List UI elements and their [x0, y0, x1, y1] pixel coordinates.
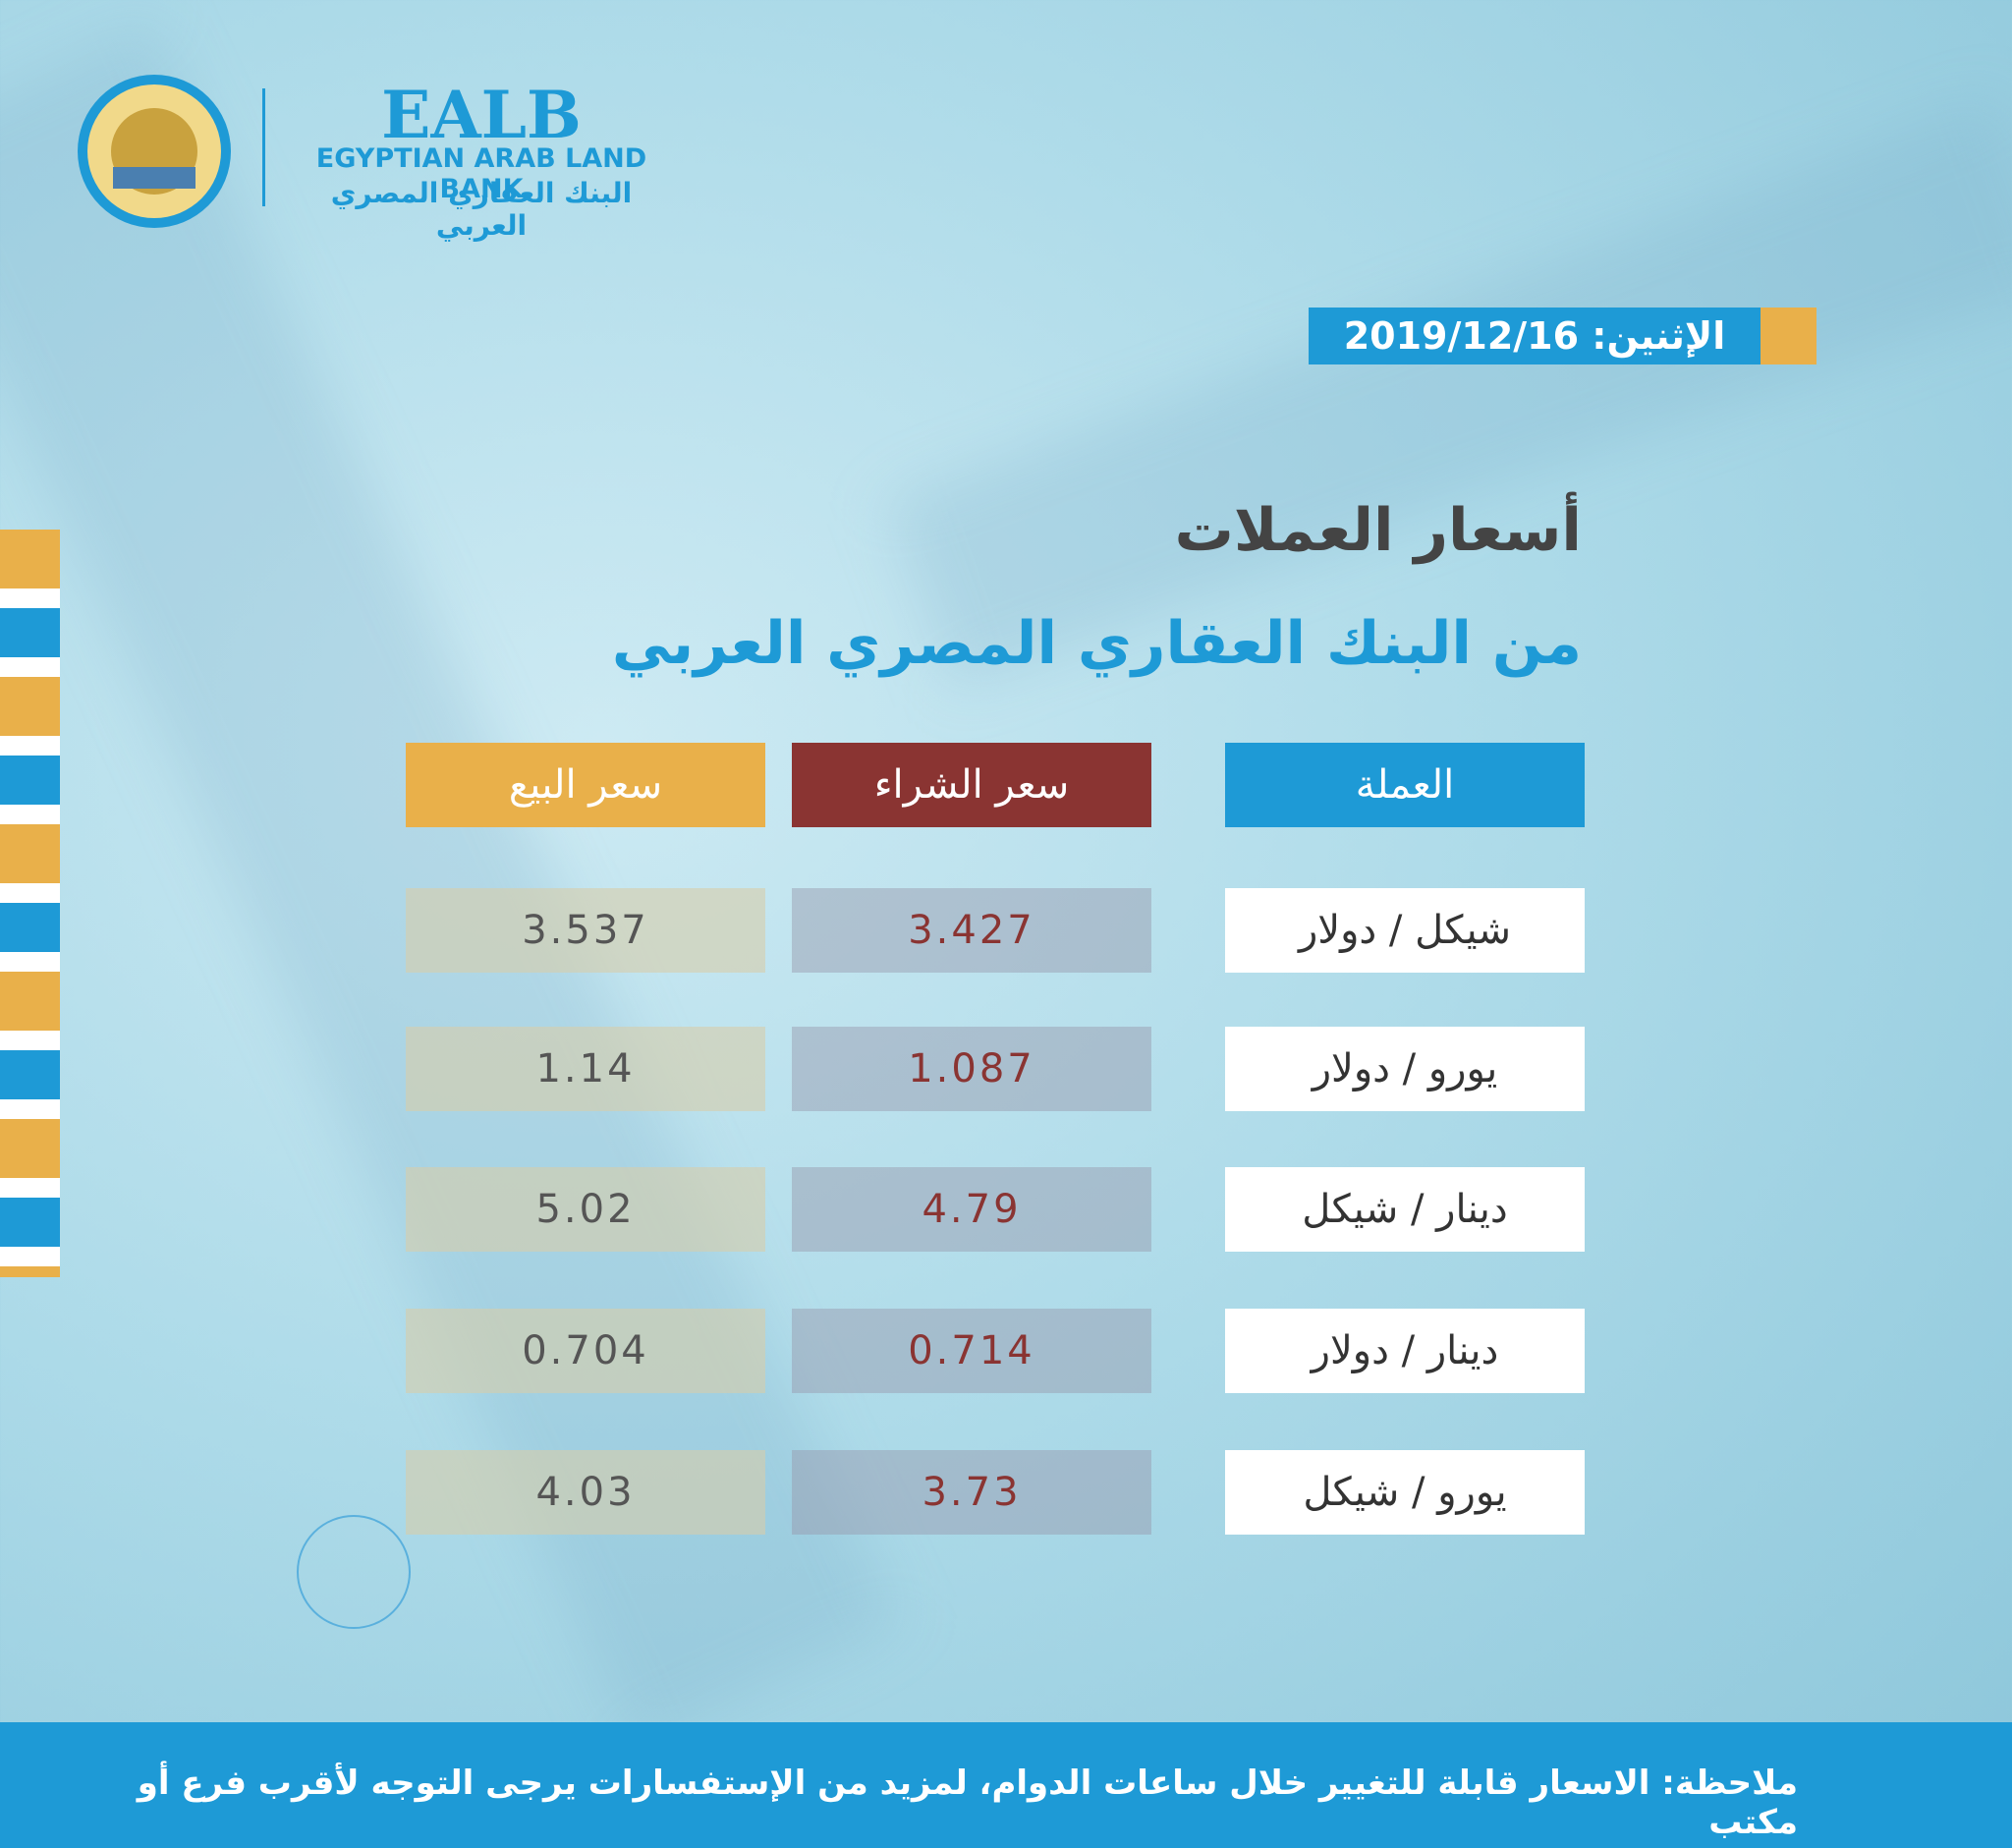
table-cell: دينار / دولار — [1225, 1309, 1585, 1393]
table-cell: 3.537 — [406, 888, 765, 973]
decorative-strip — [0, 530, 60, 1277]
footer-note: ملاحظة: الاسعار قابلة للتغيير خلال ساعات… — [137, 1764, 1798, 1842]
table-cell: 0.714 — [792, 1309, 1151, 1393]
footer — [0, 1722, 2012, 1848]
bank-name-ar: البنك العقاري المصري العربي — [330, 177, 633, 242]
bank-name-en: EGYPTIAN ARAB LAND BANK — [315, 143, 647, 204]
table-cell: 4.79 — [792, 1167, 1151, 1252]
table-cell: 4.03 — [406, 1450, 765, 1535]
date-badge: الإثنين: 2019/12/16 — [1309, 308, 1760, 364]
decor-circle — [297, 1515, 411, 1629]
date-icon — [1760, 308, 1816, 364]
table-cell: يورو / دولار — [1225, 1027, 1585, 1111]
table-cell: 3.427 — [792, 888, 1151, 973]
background-streak — [885, 98, 2012, 688]
table-header: سعر الشراء — [792, 743, 1151, 827]
table-cell: يورو / شيكل — [1225, 1450, 1585, 1535]
logo-seal — [78, 75, 231, 228]
title: أسعار العملات — [1174, 496, 1582, 565]
table-cell: دينار / شيكل — [1225, 1167, 1585, 1252]
table-cell: 0.704 — [406, 1309, 765, 1393]
table-cell: 1.087 — [792, 1027, 1151, 1111]
table-cell: 5.02 — [406, 1167, 765, 1252]
table-cell: 3.73 — [792, 1450, 1151, 1535]
table-header: العملة — [1225, 743, 1585, 827]
table-header: سعر البيع — [406, 743, 765, 827]
table-cell: شيكل / دولار — [1225, 888, 1585, 973]
logo-abbr: EALB — [381, 77, 582, 153]
subtitle: من البنك العقاري المصري العربي — [611, 609, 1582, 678]
seal-base — [113, 167, 196, 189]
table-cell: 1.14 — [406, 1027, 765, 1111]
logo-divider — [262, 88, 265, 206]
